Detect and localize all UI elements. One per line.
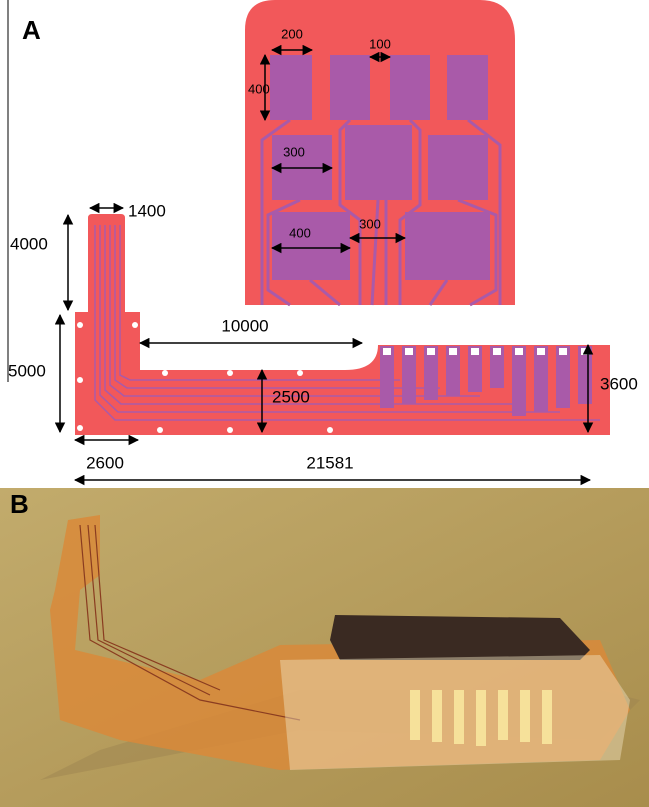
shape <box>405 348 413 355</box>
shape <box>432 690 442 742</box>
dimension-label: 100 <box>369 36 391 51</box>
shape <box>534 346 548 412</box>
shape <box>132 322 138 328</box>
panel-b-photo: B <box>0 488 649 807</box>
shape <box>520 690 530 742</box>
shape <box>77 425 83 431</box>
shape <box>157 427 163 433</box>
shape <box>447 55 488 120</box>
shape <box>390 55 430 120</box>
dimension-label: 3600 <box>600 374 638 393</box>
shape <box>556 346 570 408</box>
panel-label: B <box>10 489 29 519</box>
shape <box>449 348 457 355</box>
dimension-label: 21581 <box>306 453 353 472</box>
shape <box>515 348 523 355</box>
shape <box>428 135 488 200</box>
dimension-label: 5000 <box>8 361 46 380</box>
shape <box>162 370 168 376</box>
panel-a: A 200 100 400 300 400 300 <box>8 0 638 480</box>
shape <box>345 125 412 200</box>
dimension-label: 300 <box>283 144 305 159</box>
dimension-label: 300 <box>359 216 381 231</box>
inset-layout: 200 100 400 300 400 300 <box>245 0 515 305</box>
panel-label: A <box>22 15 41 45</box>
shape <box>559 348 567 355</box>
shape <box>542 690 552 744</box>
dimension-label: 10000 <box>221 316 268 335</box>
shape <box>330 55 370 120</box>
dimension-label: 2500 <box>272 387 310 406</box>
dimension-label: 2600 <box>86 453 124 472</box>
shape <box>405 212 490 280</box>
shape <box>498 690 508 740</box>
shape <box>471 348 479 355</box>
shape <box>227 370 233 376</box>
shape <box>410 690 420 740</box>
shape <box>330 615 590 660</box>
dimension-label: 1400 <box>128 201 166 220</box>
shape <box>270 55 312 120</box>
shape <box>454 690 464 744</box>
shape <box>327 427 333 433</box>
dimension-label: 400 <box>248 81 270 96</box>
shape <box>537 348 545 355</box>
dimension-label: 4000 <box>10 234 48 253</box>
shape <box>427 348 435 355</box>
shape <box>383 348 391 355</box>
shape <box>476 690 486 746</box>
shape <box>380 346 394 408</box>
shape <box>77 322 83 328</box>
shape <box>493 348 501 355</box>
shape <box>297 370 303 376</box>
shape <box>227 427 233 433</box>
shape <box>272 212 350 280</box>
dimension-label: 400 <box>289 225 311 240</box>
shape <box>512 346 526 416</box>
figure: A 200 100 400 300 400 300 <box>0 0 649 807</box>
shape <box>77 377 83 383</box>
dimension-label: 200 <box>281 26 303 41</box>
